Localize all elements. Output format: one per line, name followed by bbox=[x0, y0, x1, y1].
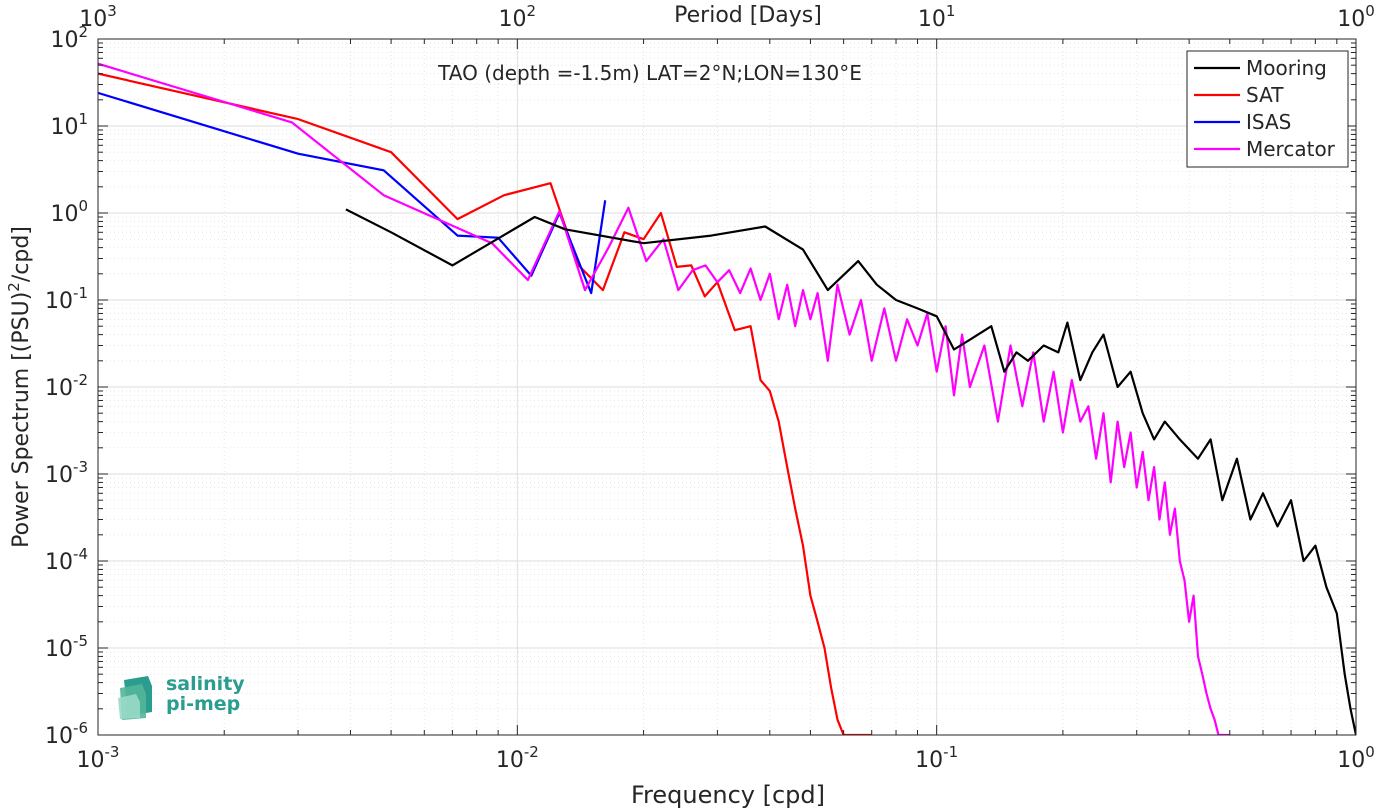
top-tick-label: 101 bbox=[918, 2, 956, 32]
logo-text-line1: salinity bbox=[166, 673, 245, 695]
salinity-pi-mep-logo: salinity pi-mep bbox=[118, 672, 248, 722]
y-tick-label: 102 bbox=[50, 23, 88, 53]
series-line-mercator bbox=[98, 62, 1230, 735]
x-tick-label: 10-3 bbox=[77, 743, 120, 773]
y-tick-label: 10-4 bbox=[45, 545, 88, 575]
logo-icon bbox=[118, 676, 152, 720]
y-tick-label: 10-3 bbox=[45, 458, 88, 488]
series-line-mooring bbox=[345, 208, 1356, 735]
legend-label-isas: ISAS bbox=[1246, 110, 1291, 134]
y-tick-label: 10-1 bbox=[45, 284, 88, 314]
ticks-layer bbox=[97, 38, 1357, 736]
y-tick-label: 10-2 bbox=[45, 371, 88, 401]
x-tick-label: 10-2 bbox=[496, 743, 539, 773]
legend: Mooring SAT ISAS Mercator bbox=[1186, 50, 1349, 168]
x-tick-label: 10-1 bbox=[915, 743, 958, 773]
legend-box bbox=[1186, 50, 1349, 168]
legend-label-mooring: Mooring bbox=[1246, 56, 1327, 80]
top-tick-label: 103 bbox=[79, 2, 117, 32]
legend-label-mercator: Mercator bbox=[1246, 137, 1336, 161]
y-tick-label: 100 bbox=[50, 197, 88, 227]
y-tick-label: 101 bbox=[50, 110, 88, 140]
top-tick-label: 102 bbox=[499, 2, 537, 32]
y-axis-label: Power Spectrum [(PSU)2/cpd] bbox=[5, 226, 34, 548]
series-layer bbox=[98, 62, 1356, 735]
legend-label-sat: SAT bbox=[1246, 83, 1284, 107]
chart-title: TAO (depth =-1.5m) LAT=2°N;LON=130°E bbox=[437, 61, 862, 85]
x-axis-label: Frequency [cpd] bbox=[631, 781, 825, 809]
logo-text-line2: pi-mep bbox=[166, 693, 241, 715]
x-tick-label: 100 bbox=[1337, 743, 1375, 773]
y-tick-label: 10-6 bbox=[45, 719, 88, 749]
y-tick-label: 10-5 bbox=[45, 632, 88, 662]
top-tick-label: 100 bbox=[1337, 2, 1375, 32]
top-axis-label: Period [Days] bbox=[674, 3, 822, 28]
